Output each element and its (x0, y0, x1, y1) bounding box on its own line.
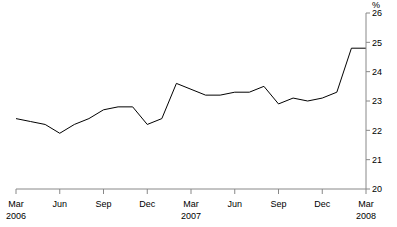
svg-text:23: 23 (372, 96, 382, 106)
svg-text:20: 20 (372, 184, 382, 194)
svg-text:21: 21 (372, 155, 382, 165)
svg-text:Mar2008: Mar2008 (356, 199, 376, 221)
svg-text:Sep: Sep (270, 199, 286, 209)
svg-text:Jun: Jun (52, 199, 67, 209)
svg-text:22: 22 (372, 126, 382, 136)
svg-text:Mar2007: Mar2007 (181, 199, 201, 221)
svg-text:Sep: Sep (95, 199, 111, 209)
svg-text:Dec: Dec (314, 199, 331, 209)
svg-text:24: 24 (372, 67, 382, 77)
svg-text:Dec: Dec (139, 199, 156, 209)
svg-text:Mar2006: Mar2006 (8, 199, 26, 221)
svg-text:25: 25 (372, 38, 382, 48)
svg-text:26: 26 (372, 8, 382, 19)
svg-text:Jun: Jun (227, 199, 242, 209)
